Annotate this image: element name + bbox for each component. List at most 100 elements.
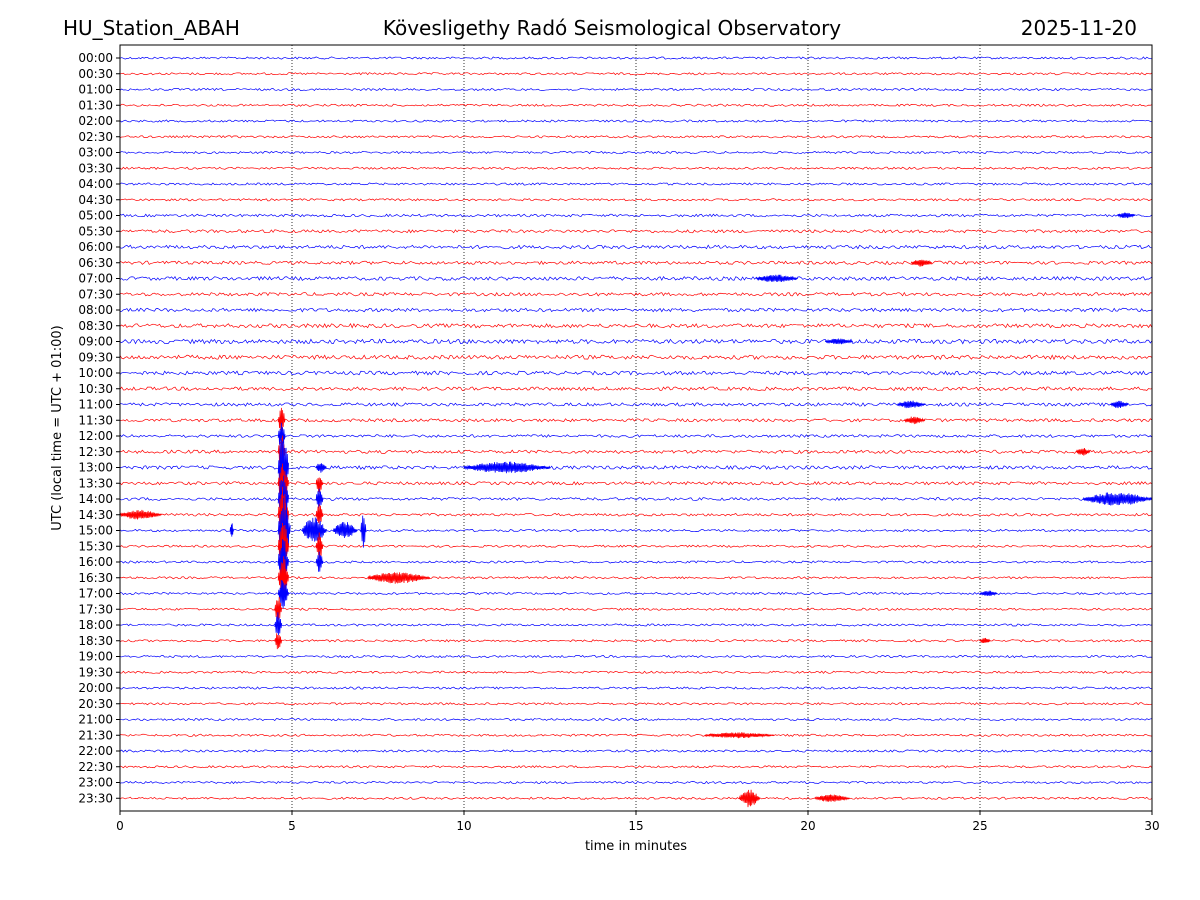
- seismic-events: [119, 212, 1153, 808]
- event-burst-24: [301, 517, 327, 542]
- x-tick-label: 10: [456, 819, 471, 833]
- event-burst-4: [897, 400, 926, 409]
- y-tick-label: 04:00: [78, 177, 113, 191]
- y-tick-label: 19:30: [78, 665, 113, 679]
- trace-0500: [119, 213, 1153, 218]
- event-burst-35: [274, 596, 283, 620]
- event-burst-23: [277, 498, 291, 560]
- trace-1730: [119, 607, 1153, 611]
- trace-2200: [119, 749, 1153, 753]
- y-tick-label: 15:00: [78, 524, 113, 538]
- y-tick-label: 01:30: [78, 98, 113, 112]
- event-burst-31: [277, 556, 289, 600]
- trace-1630: [119, 576, 1153, 580]
- trace-2100: [119, 717, 1153, 722]
- trace-1700: [119, 591, 1153, 596]
- y-tick-label: 11:30: [78, 413, 113, 427]
- y-tick-label: 14:30: [78, 508, 113, 522]
- y-tick-label: 06:30: [78, 256, 113, 270]
- trace-1800: [119, 623, 1153, 627]
- y-tick-label: 00:00: [78, 51, 113, 65]
- trace-1400: [119, 497, 1153, 502]
- event-burst-19: [119, 509, 162, 520]
- trace-1030: [119, 386, 1153, 392]
- y-tick-label: 18:30: [78, 634, 113, 648]
- trace-0000: [119, 56, 1153, 60]
- y-tick-label: 22:00: [78, 744, 113, 758]
- event-burst-13: [315, 463, 327, 473]
- y-tick-label: 17:30: [78, 602, 113, 616]
- event-burst-22: [229, 523, 234, 537]
- trace-0800: [119, 307, 1153, 313]
- trace-1300: [119, 465, 1153, 470]
- y-tick-label: 20:00: [78, 681, 113, 695]
- x-tick-label: 0: [116, 819, 124, 833]
- y-tick-label: 11:00: [78, 398, 113, 412]
- y-tick-label: 12:30: [78, 445, 113, 459]
- y-tick-label: 23:30: [78, 791, 113, 805]
- trace-1000: [119, 370, 1153, 376]
- y-tick-label: 05:00: [78, 209, 113, 223]
- y-tick-label: 07:30: [78, 287, 113, 301]
- trace-1530: [119, 544, 1153, 548]
- trace-0900: [119, 338, 1153, 345]
- y-tick-label: 16:00: [78, 555, 113, 569]
- y-tick-label: 21:30: [78, 728, 113, 742]
- y-tick-label: 14:00: [78, 492, 113, 506]
- trace-1500: [119, 528, 1153, 533]
- y-tick-label: 19:00: [78, 650, 113, 664]
- event-burst-28: [315, 532, 324, 559]
- y-tick-label: 03:00: [78, 146, 113, 160]
- y-tick-label: 09:00: [78, 335, 113, 349]
- y-tick-label: 07:00: [78, 272, 113, 286]
- y-tick-label: 10:00: [78, 366, 113, 380]
- event-burst-5: [1110, 400, 1129, 409]
- y-tick-label: 17:00: [78, 587, 113, 601]
- event-burst-8: [277, 422, 286, 449]
- event-burst-21: [315, 504, 324, 525]
- event-burst-2: [756, 274, 799, 283]
- trace-2130: [119, 733, 1153, 737]
- trace-0830: [119, 322, 1153, 329]
- trace-1900: [119, 654, 1153, 659]
- x-tick-label: 15: [628, 819, 643, 833]
- event-burst-41: [814, 794, 850, 802]
- trace-2030: [119, 702, 1153, 706]
- event-burst-17: [1082, 492, 1153, 506]
- event-burst-12: [463, 461, 551, 474]
- trace-0630: [119, 260, 1153, 266]
- x-tick-label: 5: [288, 819, 296, 833]
- y-tick-label: 10:30: [78, 382, 113, 396]
- event-burst-34: [979, 590, 998, 597]
- trace-0100: [119, 87, 1153, 92]
- station-name: HU_Station_ABAH: [63, 16, 240, 40]
- y-tick-label: 04:30: [78, 193, 113, 207]
- event-burst-10: [1075, 447, 1091, 456]
- y-tick-label: 01:00: [78, 83, 113, 97]
- trace-1200: [119, 434, 1153, 438]
- observatory-title: Kövesligethy Radó Seismological Observat…: [383, 16, 841, 40]
- event-burst-37: [274, 633, 283, 650]
- trace-1230: [119, 449, 1153, 454]
- trace-1100: [119, 402, 1153, 407]
- trace-0130: [119, 103, 1153, 107]
- event-burst-39: [704, 732, 774, 739]
- y-tick-label: 08:30: [78, 319, 113, 333]
- y-tick-label: 02:00: [78, 114, 113, 128]
- x-axis-label: time in minutes: [585, 839, 687, 854]
- y-tick-label: 03:30: [78, 161, 113, 175]
- y-tick-label: 08:00: [78, 303, 113, 317]
- event-burst-26: [360, 515, 367, 548]
- event-burst-18: [315, 488, 324, 509]
- x-tick-label: 25: [972, 819, 987, 833]
- trace-0730: [119, 291, 1153, 297]
- event-burst-40: [738, 789, 761, 808]
- trace-0700: [119, 275, 1153, 281]
- trace-0400: [119, 182, 1153, 186]
- trace-1930: [119, 670, 1153, 674]
- trace-2300: [119, 780, 1153, 785]
- y-tick-label: 09:30: [78, 350, 113, 364]
- y-tick-label: 06:00: [78, 240, 113, 254]
